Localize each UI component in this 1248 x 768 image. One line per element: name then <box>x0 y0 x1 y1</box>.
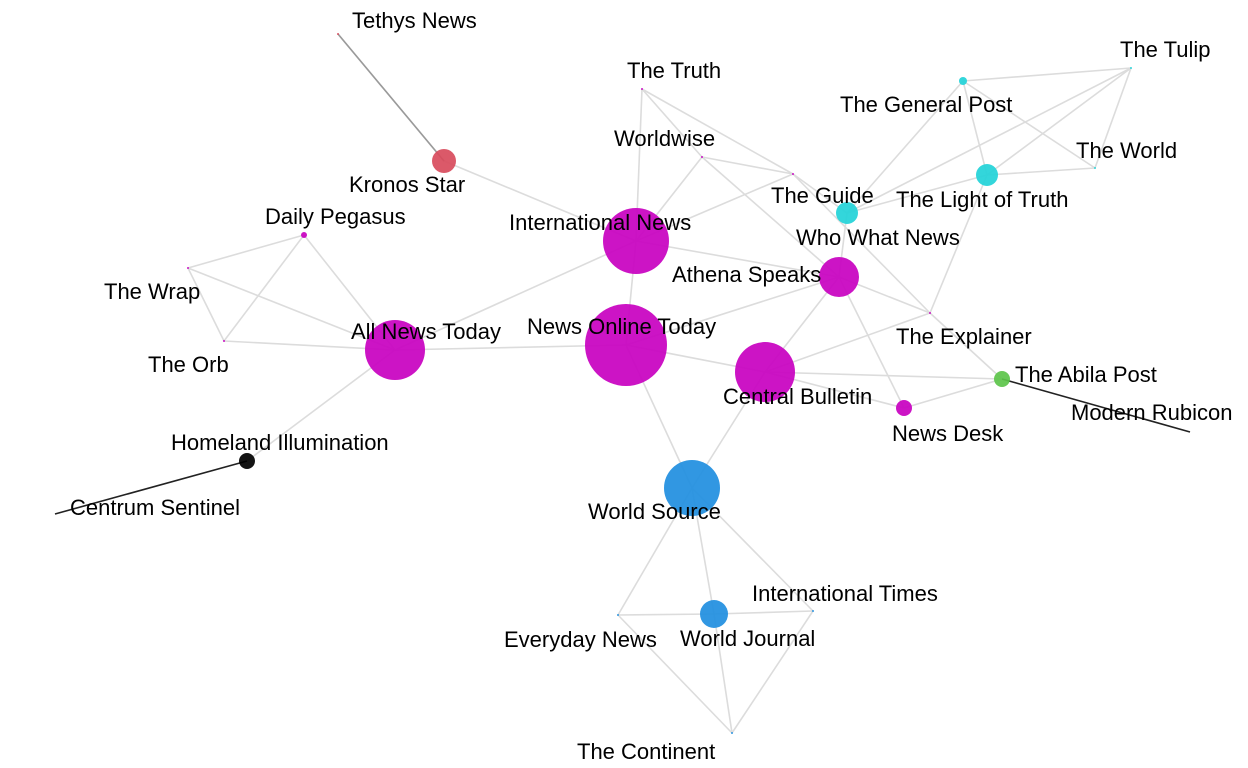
node-world-journal <box>700 600 728 628</box>
edge-athena-speaks-news-desk <box>838 276 905 409</box>
edge-all-news-today-homeland-illumination <box>246 349 396 462</box>
node-the-orb <box>223 340 225 342</box>
edge-who-what-news-the-guide <box>792 173 848 214</box>
node-the-tulip <box>1130 67 1132 69</box>
edge-world-journal-international-times <box>713 610 814 615</box>
edge-tethys-news-kronos-star-dark <box>337 33 445 162</box>
edge-world-journal-the-continent <box>713 613 733 734</box>
edge-the-wrap-the-orb <box>187 267 225 342</box>
node-the-world <box>1094 167 1096 169</box>
label-the-explainer: The Explainer <box>896 324 1032 349</box>
label-the-tulip: The Tulip <box>1120 37 1211 62</box>
node-all-news-today <box>365 320 425 380</box>
label-the-truth: The Truth <box>627 58 721 83</box>
label-everyday-news: Everyday News <box>504 627 657 652</box>
edge-the-general-post-the-light-of-truth <box>962 80 988 176</box>
node-the-continent <box>731 732 733 734</box>
edge-the-guide-the-light-of-truth <box>846 174 988 214</box>
label-tethys-news: Tethys News <box>352 8 477 33</box>
label-centrum-sentinel: Centrum Sentinel <box>70 495 240 520</box>
label-central-bulletin: Central Bulletin <box>723 384 872 409</box>
label-all-news-today: All News Today <box>351 319 501 344</box>
label-modern-rubicon: Modern Rubicon <box>1071 400 1232 425</box>
node-the-general-post <box>959 77 967 85</box>
node-the-guide <box>836 202 858 224</box>
label-international-times: International Times <box>752 581 938 606</box>
label-the-abila-post: The Abila Post <box>1015 362 1157 387</box>
node-central-bulletin <box>735 342 795 402</box>
strong-edge-homeland-illumination-centrum-sentinel <box>54 460 248 515</box>
node-news-desk <box>896 400 912 416</box>
edge-the-light-of-truth-the-explainer <box>929 174 988 314</box>
label-news-desk: News Desk <box>892 421 1004 446</box>
label-the-orb: The Orb <box>148 352 229 377</box>
label-international-news: International News <box>509 210 691 235</box>
edge-the-truth-worldwise <box>641 88 703 158</box>
edge-international-news-all-news-today <box>394 240 637 351</box>
edge-the-general-post-the-tulip <box>962 67 1132 82</box>
edge-daily-pegasus-the-wrap <box>187 234 305 269</box>
label-world-source: World Source <box>588 499 721 524</box>
node-news-online-today <box>585 304 667 386</box>
edge-the-general-post-the-world <box>962 80 1096 169</box>
edge-the-tulip-the-light-of-truth <box>986 67 1132 176</box>
label-kronos-star: Kronos Star <box>349 172 465 197</box>
edge-world-source-international-times <box>691 487 814 612</box>
node-world-source <box>664 460 720 516</box>
edge-worldwise-athena-speaks <box>701 156 840 278</box>
nodes-layer <box>187 33 1132 734</box>
label-world-journal: World Journal <box>680 626 815 651</box>
edge-kronos-star-international-news <box>443 160 637 242</box>
node-international-times <box>812 610 814 612</box>
node-athena-speaks <box>819 257 859 297</box>
label-news-online-today: News Online Today <box>527 314 716 339</box>
node-the-wrap <box>187 267 189 269</box>
node-the-light-of-truth <box>976 164 998 186</box>
node-daily-pegasus <box>301 232 307 238</box>
node-who-what-news <box>792 173 794 175</box>
node-the-abila-post <box>994 371 1010 387</box>
edge-the-tulip-the-world <box>1094 67 1132 169</box>
edge-international-times-the-continent <box>731 610 814 734</box>
edge-world-journal-everyday-news <box>617 613 715 616</box>
edge-the-explainer-the-abila-post <box>929 312 1003 380</box>
labels-layer: Tethys News Kronos Star The Truth Worldwise… <box>70 8 1232 764</box>
node-the-explainer <box>929 312 931 314</box>
edge-worldwise-who-what-news <box>701 156 794 175</box>
edge-the-truth-who-what-news <box>641 88 794 175</box>
edge-central-bulletin-the-abila-post <box>764 371 1003 380</box>
label-the-general-post: The General Post <box>840 92 1012 117</box>
node-homeland-illumination <box>239 453 255 469</box>
node-kronos-star <box>432 149 456 173</box>
label-the-continent: The Continent <box>577 739 715 764</box>
edge-the-wrap-all-news-today <box>187 267 396 351</box>
label-daily-pegasus: Daily Pegasus <box>265 204 406 229</box>
edge-news-desk-the-abila-post <box>903 378 1003 409</box>
node-the-truth <box>641 88 643 90</box>
node-worldwise <box>701 156 703 158</box>
node-international-news <box>603 208 669 274</box>
edge-the-guide-the-general-post <box>846 80 964 214</box>
node-everyday-news <box>617 614 619 616</box>
edge-everyday-news-the-continent <box>617 614 733 734</box>
edge-international-news-athena-speaks <box>635 240 840 278</box>
label-the-world: The World <box>1076 138 1177 163</box>
label-the-wrap: The Wrap <box>104 279 200 304</box>
strong-edge-the-abila-post-modern-rubicon <box>1001 378 1191 433</box>
label-athena-speaks: Athena Speaks <box>672 262 821 287</box>
edge-who-what-news-the-explainer <box>792 173 931 314</box>
edge-the-guide-the-tulip <box>846 67 1132 214</box>
label-the-guide: The Guide <box>771 183 874 208</box>
label-who-what-news: Who What News <box>796 225 960 250</box>
node-tethys-news <box>337 33 339 35</box>
label-the-light-of-truth: The Light of Truth <box>896 187 1068 212</box>
edge-the-world-the-light-of-truth <box>986 167 1096 176</box>
label-worldwise: Worldwise <box>614 126 715 151</box>
label-homeland-illumination: Homeland Illumination <box>171 430 389 455</box>
edge-daily-pegasus-the-orb <box>223 234 305 342</box>
